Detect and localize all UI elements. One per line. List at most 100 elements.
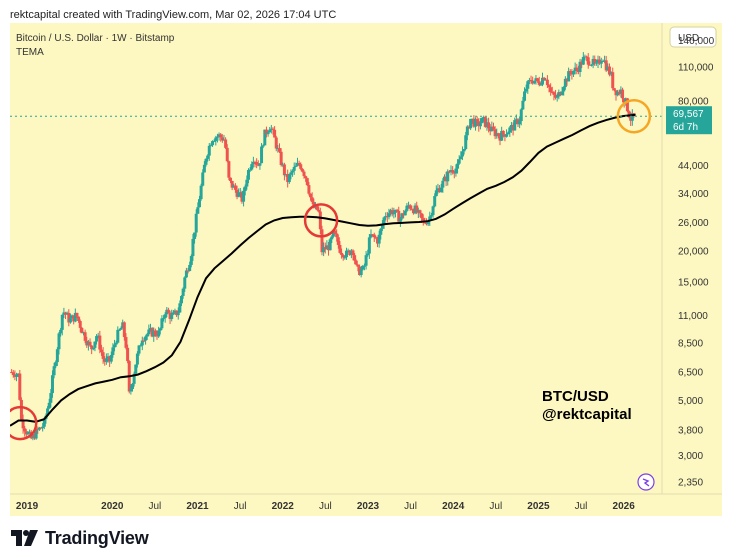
candle-body — [573, 67, 577, 72]
candle-body — [358, 266, 362, 276]
candle-99 — [171, 310, 175, 316]
candle-285 — [475, 116, 479, 126]
candle-body — [327, 245, 331, 251]
candle-85 — [148, 323, 152, 332]
candle-259 — [433, 193, 437, 208]
candle-body — [545, 79, 549, 86]
candle-245 — [410, 205, 414, 211]
candle-277 — [462, 148, 466, 155]
candle-body — [50, 375, 54, 394]
candle-145 — [246, 168, 250, 184]
candle-body — [407, 205, 411, 207]
candle-275 — [459, 151, 463, 160]
candle-body — [129, 388, 133, 392]
candle-body — [323, 247, 327, 250]
candle-body — [356, 264, 360, 267]
candle-317 — [527, 77, 531, 85]
candle-body — [292, 166, 296, 171]
candle-body — [442, 176, 446, 181]
candle-body — [343, 257, 347, 259]
candle-302 — [503, 133, 507, 142]
candle-159 — [269, 124, 273, 134]
candle-10 — [26, 431, 30, 436]
candle-346 — [575, 63, 579, 75]
candle-body — [503, 134, 507, 137]
candle-body — [390, 210, 394, 215]
candle-222 — [372, 232, 376, 242]
candle-354 — [588, 61, 592, 66]
chart-svg[interactable]: Bitcoin / U.S. Dollar · 1W · Bitstamp TE… — [10, 23, 722, 516]
candle-241 — [403, 209, 407, 216]
candle-179 — [302, 170, 306, 179]
orange-circle-2 — [616, 98, 652, 134]
candle-37 — [70, 314, 74, 319]
tradingview-chart[interactable]: Bitcoin / U.S. Dollar · 1W · Bitstamp TE… — [10, 23, 722, 516]
candle-body — [91, 347, 95, 350]
candle-82 — [144, 335, 148, 345]
candle-101 — [175, 310, 179, 318]
candle-body — [622, 98, 626, 103]
candle-225 — [377, 230, 381, 248]
y-tick-label: 3,800 — [678, 425, 703, 436]
candle-206 — [346, 248, 350, 253]
candle-body — [258, 163, 262, 166]
x-tick-label: 2022 — [272, 501, 295, 512]
candle-46 — [85, 336, 89, 348]
candle-282 — [470, 118, 474, 124]
candle-body — [47, 402, 51, 409]
candle-87 — [152, 327, 156, 342]
watermark-line-1: BTC/USD — [542, 388, 609, 405]
candle-124 — [212, 139, 216, 142]
candle-327 — [544, 78, 548, 81]
candle-243 — [407, 201, 411, 209]
candle-body — [385, 216, 389, 218]
candle-body — [478, 123, 482, 127]
candle-body — [10, 372, 14, 374]
candle-body — [42, 419, 46, 427]
candle-132 — [225, 144, 229, 163]
candle-295 — [491, 122, 495, 131]
candle-153 — [260, 143, 264, 164]
candle-body — [278, 148, 282, 152]
candle-24 — [49, 389, 53, 408]
candle-body — [21, 419, 25, 429]
candle-229 — [384, 212, 388, 221]
candle-116 — [199, 183, 203, 201]
candle-body — [596, 59, 600, 63]
candle-body — [369, 234, 373, 238]
candle-220 — [369, 229, 373, 239]
candle-23 — [47, 398, 51, 410]
candle-body — [578, 61, 582, 72]
candle-body — [229, 177, 233, 181]
candle-366 — [607, 63, 611, 77]
candle-337 — [560, 86, 564, 96]
candle-157 — [266, 130, 270, 137]
candle-137 — [233, 183, 237, 193]
candle-body — [284, 174, 288, 176]
candle-body — [333, 230, 337, 234]
candle-body — [318, 211, 322, 230]
candle-body — [487, 122, 491, 129]
candle-105 — [181, 287, 185, 299]
candle-body — [214, 137, 218, 141]
candle-149 — [253, 160, 257, 168]
replay-icon[interactable] — [637, 473, 655, 491]
candle-body — [523, 91, 527, 101]
candle-218 — [366, 249, 370, 257]
candle-body — [294, 165, 298, 167]
candle-body — [160, 318, 164, 329]
candle-body — [477, 121, 481, 127]
candle-181 — [305, 177, 309, 186]
candle-body — [362, 265, 366, 267]
usd-button[interactable]: USD — [669, 26, 717, 48]
candle-body — [317, 209, 321, 212]
candle-221 — [371, 234, 375, 237]
candle-body — [202, 164, 206, 173]
annotation-circles — [10, 98, 652, 441]
y-tick-label: 8,500 — [678, 339, 703, 350]
candle-372 — [617, 89, 621, 96]
tradingview-logo[interactable]: TradingView — [11, 528, 149, 548]
candle-body — [295, 162, 299, 166]
candle-body — [330, 236, 334, 240]
candle-body — [367, 237, 371, 254]
